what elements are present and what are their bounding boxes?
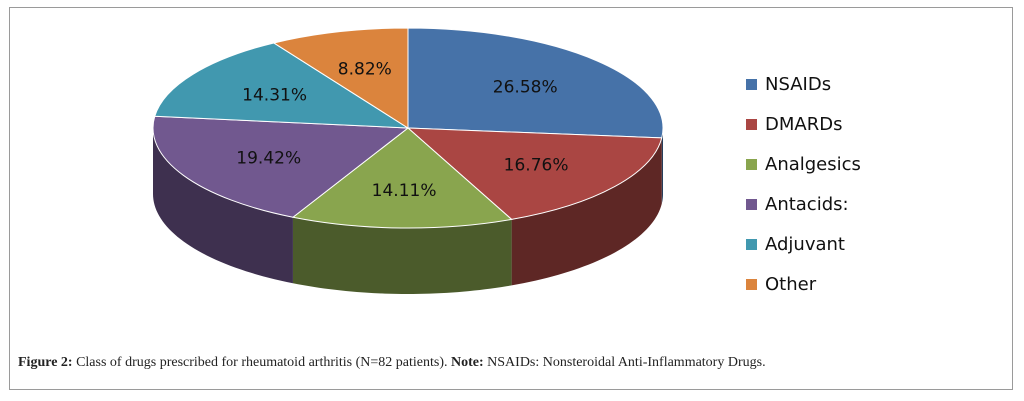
legend-item-other: Other [746,264,966,304]
pie-side-1 [511,137,662,286]
legend-label: DMARDs [765,113,843,135]
data-label-0: 26.58% [493,77,558,97]
legend-swatch [746,238,757,250]
legend-label: Analgesics [765,153,861,175]
legend-swatch [746,158,757,170]
legend-item-nsaids: NSAIDs [746,64,966,104]
note-label: Note: [451,355,484,370]
pie-side-3 [153,128,293,284]
figure-label: Figure 2: [18,355,73,370]
legend-item-analgesics: Analgesics [746,144,966,184]
pie-slice-antacids [152,115,410,218]
pie-slice-other [272,27,409,129]
pie-slice-nsaids [407,27,664,139]
pie-data-labels: 26.58% 16.76% 14.11% 19.42% 14.31% 8.82% [236,59,568,201]
data-label-5: 8.82% [338,59,392,79]
data-label-2: 14.11% [372,181,437,201]
legend-swatch [746,118,757,130]
figure-caption: Figure 2: Class of drugs prescribed for … [18,355,766,371]
pie-side-walls [153,128,663,294]
legend-label: NSAIDs [765,73,832,95]
pie-top [152,27,664,229]
data-label-1: 16.76% [504,155,569,175]
legend-label: Adjuvant [765,233,845,255]
pie-side-0 [661,128,663,204]
legend-swatch [746,198,757,210]
data-label-3: 19.42% [236,148,301,168]
data-label-4: 14.31% [242,86,307,106]
note-text: NSAIDs: Nonsteroidal Anti-Inflammatory D… [487,355,766,370]
pie-slice-dmards [406,127,663,220]
legend-swatch [746,78,757,90]
legend-item-antacids: Antacids: [746,184,966,224]
legend-swatch [746,278,757,290]
pie-slice-analgesics [291,127,513,229]
legend-label: Other [765,273,817,295]
legend-label: Antacids: [765,193,849,215]
pie-side-2 [292,217,512,294]
legend: NSAIDs DMARDs Analgesics Antacids: Adjuv… [746,64,966,304]
caption-text: Class of drugs prescribed for rheumatoid… [76,355,448,370]
legend-item-dmards: DMARDs [746,104,966,144]
pie-slice-adjuvant [154,42,410,129]
legend-item-adjuvant: Adjuvant [746,224,966,264]
